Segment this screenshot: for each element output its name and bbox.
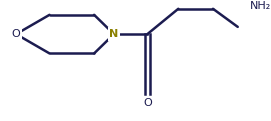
Text: O: O	[12, 29, 21, 39]
Text: NH₂: NH₂	[250, 1, 271, 11]
Text: O: O	[143, 98, 152, 108]
Text: N: N	[109, 29, 118, 39]
